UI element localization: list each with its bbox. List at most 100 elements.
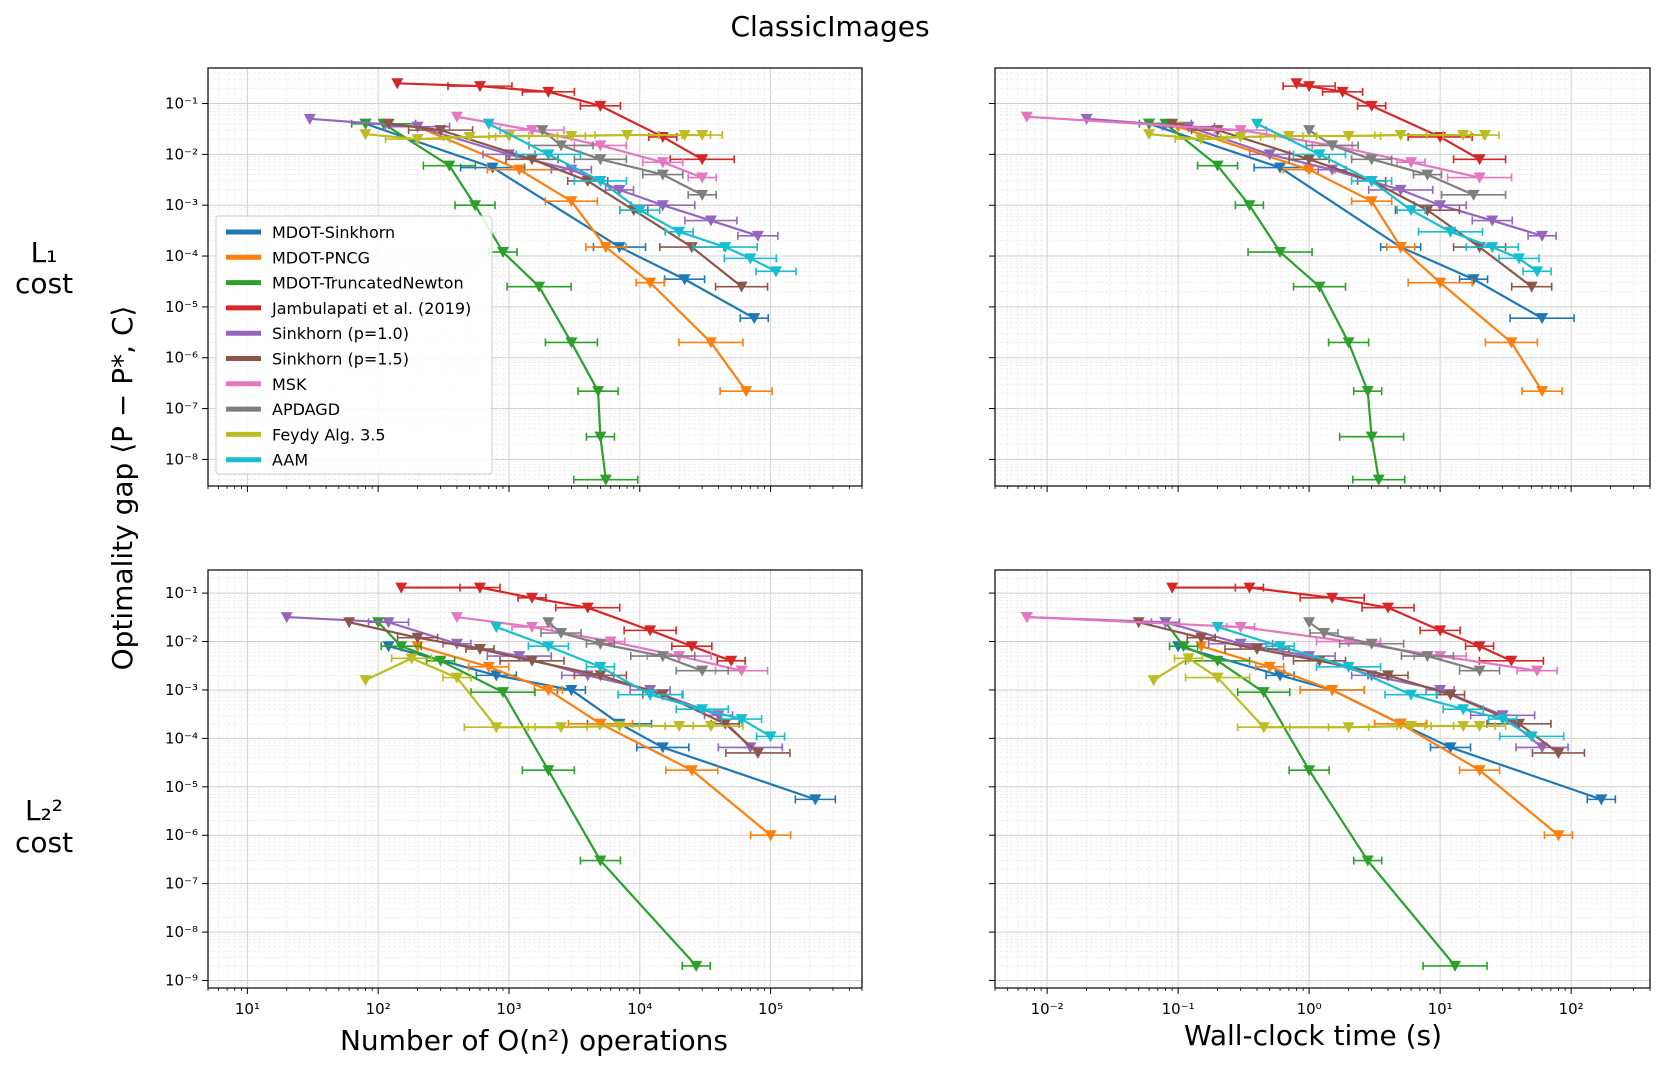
data-point-marker [486, 162, 499, 174]
data-point-marker [1365, 638, 1378, 650]
data-point-marker [656, 169, 669, 181]
data-point-marker [513, 164, 526, 176]
data-point-marker [644, 277, 657, 289]
axes: 10¹ 10² 10³ 10⁴ 10⁵ 10⁻⁹ 10⁻⁸ 10⁻⁷ 10⁻⁶ 10⁻⁵ 10⁻⁴ 1… [165, 569, 863, 1018]
data-point-marker [1234, 125, 1247, 137]
series-jambulapati-et-al-2019- [1282, 78, 1507, 166]
data-point-marker [594, 175, 607, 187]
data-point-marker [1318, 628, 1331, 640]
series-mdot-truncatednewton [1159, 617, 1488, 972]
data-point-marker [1342, 337, 1355, 349]
data-point-marker [1505, 655, 1518, 667]
x-tick-label: 10⁰ [1297, 1000, 1322, 1018]
data-point-marker [1536, 742, 1549, 754]
y-tick-label: 10⁻¹ [165, 95, 198, 113]
series-sinkhorn-p-1-5- [1132, 617, 1586, 759]
series-line [401, 586, 732, 662]
data-point-marker [395, 641, 408, 653]
data-point-marker [1080, 113, 1093, 125]
data-point-marker [1211, 672, 1224, 684]
data-point-marker [1536, 230, 1549, 242]
data-point-marker [599, 474, 612, 486]
data-point-marker [391, 78, 404, 90]
data-point-marker [613, 184, 626, 196]
data-point-marker [1177, 641, 1190, 653]
data-point-marker [594, 154, 607, 166]
data-point-marker [473, 81, 486, 93]
series-aam [482, 118, 797, 278]
chart-panel-4: 10⁻² 10⁻¹ 10⁰ 10¹ 10² [989, 569, 1651, 1018]
data-point-marker [526, 621, 539, 633]
series-mdot-pncg [1172, 121, 1563, 398]
data-point-marker [1365, 100, 1378, 112]
data-point-marker [656, 157, 669, 169]
data-point-marker [581, 602, 594, 614]
data-point-marker [1290, 78, 1303, 90]
series-line [365, 122, 607, 480]
data-point-marker [1303, 765, 1316, 777]
plot-frame [994, 569, 1651, 989]
data-point-marker [809, 794, 822, 806]
chart-panel-2 [989, 67, 1651, 492]
data-point-marker [1449, 960, 1462, 972]
data-point-marker [594, 140, 607, 152]
data-point-marker [696, 172, 709, 184]
series-jambulapati-et-al-2019- [1166, 582, 1545, 667]
data-point-marker [735, 714, 748, 726]
row-label-l2-line2: cost [15, 826, 73, 859]
data-point-marker [673, 226, 686, 238]
data-point-marker [1457, 704, 1470, 716]
plot-frame [207, 67, 863, 487]
y-tick-label: 10⁻⁸ [165, 923, 198, 941]
x-tick-label: 10⁵ [758, 1000, 783, 1018]
y-tick-label: 10⁻⁸ [165, 450, 198, 468]
y-tick-label: 10⁻⁹ [165, 971, 198, 989]
plot-frame [207, 569, 863, 989]
data-point-marker [696, 665, 709, 677]
data-point-marker [463, 131, 476, 143]
data-point-marker [1457, 130, 1470, 142]
legend: MDOT-Sinkhorn MDOT-PNCG MDOT-TruncatedNewt… [215, 215, 493, 475]
data-point-marker [1394, 130, 1407, 142]
data-point-marker [1251, 644, 1263, 656]
data-point-marker [751, 747, 764, 759]
data-point-marker [469, 200, 482, 212]
data-point-marker [482, 661, 495, 673]
legend-label: AAM [272, 451, 308, 470]
data-point-marker [1473, 172, 1486, 184]
data-point-marker [744, 742, 757, 754]
legend-label: MDOT-TruncatedNewton [272, 274, 464, 293]
grid [994, 67, 1651, 487]
data-point-marker [555, 628, 568, 640]
data-point-marker [1394, 184, 1407, 196]
grid [207, 570, 863, 989]
data-point-marker [1382, 602, 1394, 614]
data-point-marker [685, 242, 698, 254]
data-point-marker [1421, 651, 1434, 663]
series-line [1026, 115, 1480, 179]
series-aam [490, 621, 786, 743]
row-label-l1-line2: cost [15, 267, 73, 300]
data-point-marker [633, 205, 646, 217]
x-tick-label: 10¹ [1428, 1000, 1453, 1018]
data-point-marker [1274, 670, 1287, 682]
data-point-marker [613, 721, 626, 733]
data-point-marker [1444, 742, 1457, 754]
data-point-marker [1372, 474, 1385, 486]
data-point-marker [1147, 675, 1160, 687]
data-point-marker [594, 638, 607, 650]
data-point-marker [542, 86, 555, 98]
data-point-marker [526, 154, 539, 166]
data-point-marker [1405, 689, 1418, 701]
y-tick-label: 10⁻¹ [165, 584, 198, 602]
data-point-marker [1166, 582, 1179, 594]
data-point-marker [1274, 162, 1287, 174]
series-line [417, 645, 772, 837]
data-point-marker [1303, 125, 1316, 137]
data-point-marker [359, 675, 372, 687]
data-point-marker [1313, 149, 1326, 161]
data-point-marker [685, 765, 698, 777]
data-point-marker [621, 130, 634, 142]
data-point-marker [450, 612, 463, 624]
data-point-marker [725, 655, 738, 667]
